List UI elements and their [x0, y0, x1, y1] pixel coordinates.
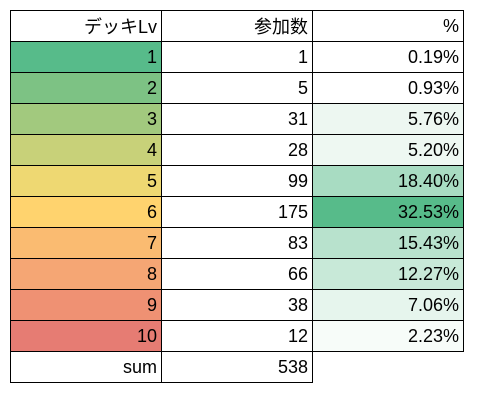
- sum-row: sum 538: [10, 351, 464, 383]
- percent-cell[interactable]: 15.43%: [312, 227, 464, 259]
- table-row: 9 38 7.06%: [10, 289, 464, 321]
- table-row: 8 66 12.27%: [10, 258, 464, 290]
- deck-lv-cell[interactable]: 1: [10, 41, 162, 73]
- table-row: 1 1 0.19%: [10, 41, 464, 73]
- header-cell-percent[interactable]: %: [312, 10, 464, 42]
- deck-level-table: デッキLv 参加数 % 1 1 0.19% 2 5 0.93% 3 31 5.76% 4 28 5.2…: [10, 10, 464, 383]
- participants-cell[interactable]: 28: [161, 134, 313, 166]
- sum-label-cell[interactable]: sum: [10, 351, 162, 383]
- percent-cell[interactable]: 12.27%: [312, 258, 464, 290]
- table-row: 4 28 5.20%: [10, 134, 464, 166]
- deck-lv-cell[interactable]: 5: [10, 165, 162, 197]
- participants-cell[interactable]: 66: [161, 258, 313, 290]
- participants-cell[interactable]: 1: [161, 41, 313, 73]
- percent-cell[interactable]: 5.76%: [312, 103, 464, 135]
- header-cell-participants[interactable]: 参加数: [161, 10, 313, 42]
- table-row: 2 5 0.93%: [10, 72, 464, 104]
- percent-cell[interactable]: 0.19%: [312, 41, 464, 73]
- participants-cell[interactable]: 175: [161, 196, 313, 228]
- participants-cell[interactable]: 31: [161, 103, 313, 135]
- percent-cell[interactable]: 0.93%: [312, 72, 464, 104]
- participants-cell[interactable]: 12: [161, 320, 313, 352]
- table-row: 7 83 15.43%: [10, 227, 464, 259]
- percent-cell[interactable]: 32.53%: [312, 196, 464, 228]
- percent-cell[interactable]: 18.40%: [312, 165, 464, 197]
- deck-lv-cell[interactable]: 2: [10, 72, 162, 104]
- header-row: デッキLv 参加数 %: [10, 10, 464, 42]
- deck-lv-cell[interactable]: 7: [10, 227, 162, 259]
- deck-lv-cell[interactable]: 10: [10, 320, 162, 352]
- table-row: 6 175 32.53%: [10, 196, 464, 228]
- deck-lv-cell[interactable]: 4: [10, 134, 162, 166]
- deck-lv-cell[interactable]: 8: [10, 258, 162, 290]
- percent-cell[interactable]: 7.06%: [312, 289, 464, 321]
- table-row: 3 31 5.76%: [10, 103, 464, 135]
- percent-cell[interactable]: 5.20%: [312, 134, 464, 166]
- deck-lv-cell[interactable]: 6: [10, 196, 162, 228]
- table-row: 10 12 2.23%: [10, 320, 464, 352]
- table-row: 5 99 18.40%: [10, 165, 464, 197]
- deck-lv-cell[interactable]: 9: [10, 289, 162, 321]
- participants-cell[interactable]: 38: [161, 289, 313, 321]
- percent-cell[interactable]: 2.23%: [312, 320, 464, 352]
- participants-cell[interactable]: 83: [161, 227, 313, 259]
- participants-cell[interactable]: 99: [161, 165, 313, 197]
- participants-cell[interactable]: 5: [161, 72, 313, 104]
- empty-cell: [313, 352, 464, 383]
- sum-value-cell[interactable]: 538: [161, 351, 313, 383]
- header-cell-deck-lv[interactable]: デッキLv: [10, 10, 162, 42]
- deck-lv-cell[interactable]: 3: [10, 103, 162, 135]
